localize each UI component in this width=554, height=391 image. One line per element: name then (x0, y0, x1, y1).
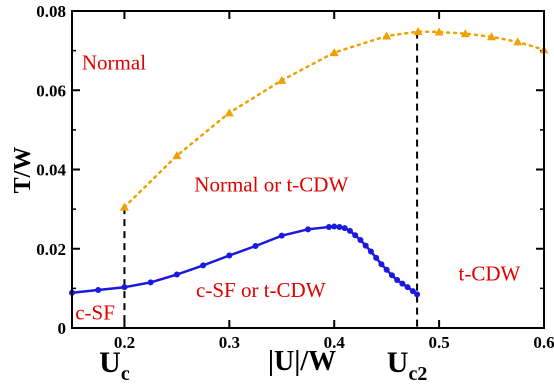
orange-series-point (434, 27, 444, 36)
x-axis-label: |U|/W (268, 346, 336, 377)
x-tick-label: 0.4 (324, 333, 346, 352)
plot-frame (71, 10, 545, 329)
blue-series-point (383, 266, 390, 273)
blue-series-point (305, 226, 311, 233)
blue-series-point (336, 223, 343, 230)
region-label: Normal or t-CDW (194, 172, 348, 196)
orange-series-point (224, 108, 234, 117)
blue-series-point (404, 284, 411, 291)
blue-series-point (331, 223, 338, 230)
blue-series-point (362, 242, 369, 249)
y-tick-label: 0.02 (36, 240, 66, 259)
blue-series-point (341, 225, 348, 232)
region-label: Normal (82, 51, 146, 75)
blue-series-point (325, 223, 332, 230)
x-tick-label: 0.2 (114, 333, 135, 352)
blue-series-point (226, 252, 233, 259)
axis-ticks: 0.2 0.3 0.4 0.5 0.6 0 0.02 0.04 0.06 0.08 (36, 2, 554, 352)
blue-series-point (388, 272, 395, 279)
region-label: c-SF (75, 300, 115, 324)
critical-point-label: Uc (99, 346, 130, 385)
orange-series-point (487, 32, 497, 41)
blue-series-point (399, 280, 406, 287)
x-tick-label: 0.6 (533, 333, 554, 352)
region-label: c-SF or t-CDW (196, 278, 326, 302)
orange-series-point (329, 48, 339, 57)
blue-series-point (346, 227, 353, 234)
blue-series-point (95, 286, 102, 293)
region-label: t-CDW (459, 261, 521, 285)
y-axis-label: T/W (10, 147, 36, 194)
orange-series-point (119, 202, 129, 211)
orange-series-point (382, 31, 392, 40)
blue-series-point (378, 261, 385, 268)
orange-series-point (172, 151, 182, 160)
critical-point-guides (123, 31, 419, 328)
orange-series-point (460, 29, 470, 38)
orange-series-point (413, 27, 423, 36)
y-tick-label: 0 (58, 319, 67, 338)
orange-series-point (277, 75, 287, 84)
y-tick-label: 0.08 (36, 2, 66, 21)
blue-series-point (278, 232, 285, 239)
blue-series-point (367, 248, 374, 255)
orange-series-point (513, 37, 523, 46)
orange-series-line (123, 30, 546, 209)
blue-series-point (121, 284, 128, 291)
blue-series-point (414, 291, 421, 298)
blue-series-point (357, 237, 364, 244)
region-labels: Normal Normal or t-CDW c-SF or t-CDW c-SF t-… (75, 51, 520, 325)
x-tick-label: 0.3 (219, 333, 240, 352)
blue-series-point (352, 232, 359, 239)
blue-series-point (173, 271, 180, 278)
blue-series-point (200, 262, 207, 269)
y-tick-label: 0.06 (36, 81, 66, 100)
blue-series-point (252, 242, 259, 249)
blue-series-point (147, 279, 154, 286)
critical-point-labels: Uc Uc2 (99, 346, 427, 385)
plot-area (72, 11, 544, 328)
y-tick-label: 0.04 (36, 161, 66, 180)
critical-point-label: Uc2 (387, 346, 428, 385)
blue-series-point (394, 277, 401, 284)
data-series (69, 27, 549, 298)
blue-series-point (373, 254, 380, 261)
blue-series-point (409, 288, 416, 295)
x-tick-label: 0.5 (428, 333, 449, 352)
